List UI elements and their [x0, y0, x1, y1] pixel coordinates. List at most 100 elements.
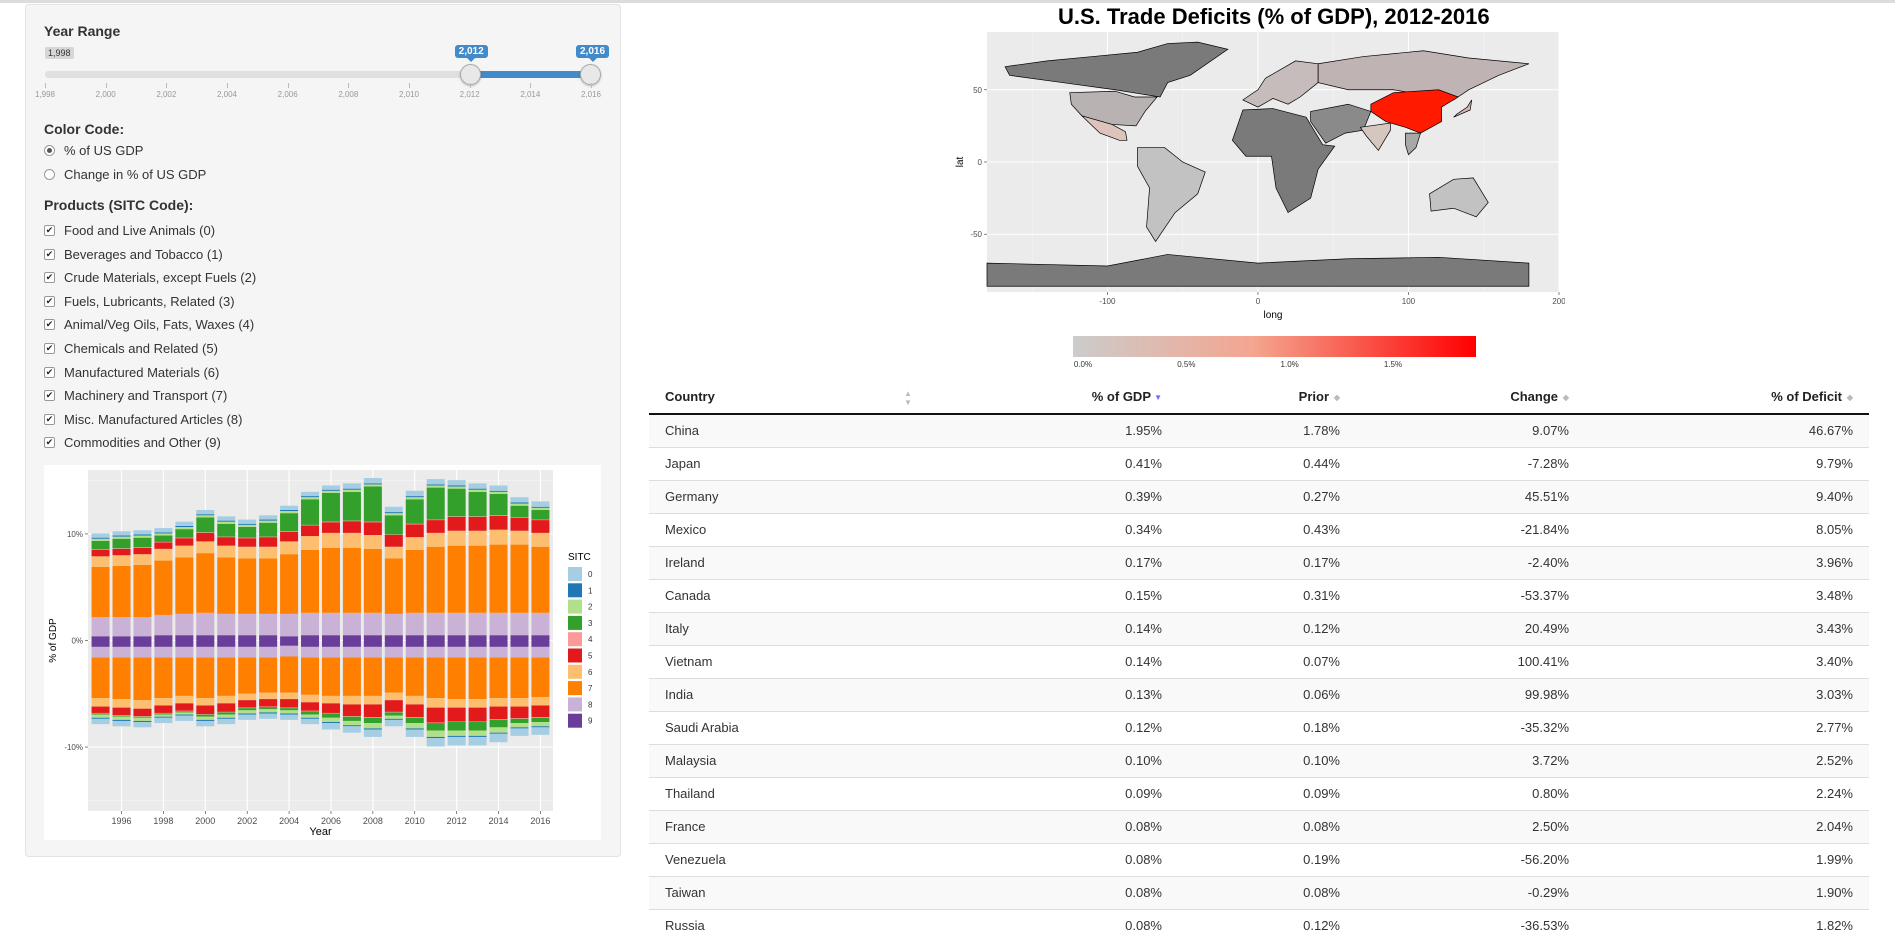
cell-change: 99.98% [1356, 677, 1585, 711]
product-checkbox-item[interactable]: ✔ Crude Materials, except Fuels (2) [44, 270, 256, 285]
bar-segment-sitc-9 [468, 640, 487, 647]
product-checkbox-item[interactable]: ✔ Animal/Veg Oils, Fats, Waxes (4) [44, 317, 254, 332]
cell-prior: 1.78% [1178, 413, 1356, 447]
slider-from-handle[interactable] [459, 64, 481, 85]
bar-segment-sitc-4 [301, 524, 320, 526]
bar-segment-sitc-5 [280, 699, 299, 708]
table-row[interactable]: Taiwan 0.08% 0.08% -0.29% 1.90% [649, 875, 1869, 909]
year-range-label: Year Range [44, 23, 121, 39]
product-checkbox-item[interactable]: ✔ Fuels, Lubricants, Related (3) [44, 294, 235, 309]
bar-segment-sitc-5 [154, 705, 173, 713]
bar-segment-sitc-3 [133, 537, 152, 548]
checkbox[interactable]: ✔ [44, 248, 55, 260]
column-header-country[interactable]: Country ▲ ▼ [649, 380, 918, 415]
cell-change: 3.72% [1356, 743, 1585, 777]
table-header-row: Country ▲ ▼ % of GDP ▼ Prior ◆ Change ◆ % of … [649, 380, 1869, 415]
bar-segment-sitc-4 [384, 711, 403, 713]
checkbox[interactable]: ✔ [44, 225, 55, 236]
x-axis-title: Year [309, 826, 332, 838]
column-header-pct-deficit[interactable]: % of Deficit ◆ [1585, 380, 1869, 415]
table-row[interactable]: Vietnam 0.14% 0.07% 100.41% 3.40% [649, 644, 1869, 678]
bar-segment-sitc-5 [175, 703, 194, 711]
table-row[interactable]: Thailand 0.09% 0.09% 0.80% 2.24% [649, 776, 1869, 810]
cell-prior: 0.10% [1178, 743, 1356, 777]
table-row[interactable]: Mexico 0.34% 0.43% -21.84% 8.05% [649, 512, 1869, 546]
bar-segment-sitc-6 [112, 555, 131, 566]
bar-segment-sitc-7 [468, 657, 487, 700]
legend-label: 9 [588, 717, 593, 726]
slider-tick-label: 2,016 [580, 90, 602, 99]
product-checkbox-item[interactable]: ✔ Misc. Manufactured Articles (8) [44, 412, 242, 427]
bar-segment-sitc-1 [510, 502, 529, 504]
table-row[interactable]: Germany 0.39% 0.27% 45.51% 9.40% [649, 479, 1869, 513]
table-row[interactable]: Canada 0.15% 0.31% -53.37% 3.48% [649, 578, 1869, 612]
product-checkbox-item[interactable]: ✔ Food and Live Animals (0) [44, 223, 215, 238]
slider-to-handle[interactable] [580, 64, 601, 85]
year-range-slider-track[interactable] [45, 71, 591, 78]
bar-segment-sitc-4 [196, 532, 215, 533]
bar-segment-sitc-1 [321, 489, 340, 491]
checkbox[interactable]: ✔ [44, 343, 55, 354]
bar-segment-sitc-4 [91, 712, 110, 714]
product-checkbox-item[interactable]: ✔ Commodities and Other (9) [44, 435, 221, 450]
bar-segment-sitc-3 [301, 499, 320, 525]
table-row[interactable]: India 0.13% 0.06% 99.98% 3.03% [649, 677, 1869, 711]
cell-change: 2.50% [1356, 809, 1585, 843]
product-checkbox-item[interactable]: ✔ Machinery and Transport (7) [44, 388, 227, 403]
legend-title: SITC [568, 552, 591, 563]
bar-segment-sitc-1 [154, 716, 173, 718]
bar-segment-sitc-7 [531, 657, 550, 697]
bar-segment-sitc-8 [196, 612, 215, 636]
legend-label: 7 [588, 684, 593, 693]
bar-segment-sitc-0 [342, 726, 361, 733]
bar-segment-sitc-8 [321, 612, 340, 636]
cell-pct-gdp: 0.14% [918, 644, 1178, 678]
bar-segment-sitc-4 [196, 714, 215, 715]
bar-segment-sitc-0 [342, 483, 361, 489]
cell-country: Venezuela [649, 842, 918, 876]
checkbox[interactable]: ✔ [44, 272, 55, 284]
product-checkbox-item[interactable]: ✔ Beverages and Tobacco (1) [44, 247, 223, 262]
cell-change: -2.40% [1356, 545, 1585, 579]
bar-segment-sitc-1 [342, 725, 361, 727]
bar-segment-sitc-9 [426, 635, 445, 641]
x-tick-label: 2004 [279, 816, 299, 826]
table-row[interactable]: China 1.95% 1.78% 9.07% 46.67% [649, 413, 1869, 447]
radio-button[interactable] [44, 145, 55, 156]
column-header-prior[interactable]: Prior ◆ [1178, 380, 1356, 415]
bar-segment-sitc-2 [489, 491, 508, 494]
checkbox[interactable]: ✔ [44, 437, 55, 449]
color-code-option[interactable]: Change in % of US GDP [44, 167, 206, 182]
table-row[interactable]: Russia 0.08% 0.12% -36.53% 1.82% [649, 908, 1869, 942]
table-row[interactable]: Malaysia 0.10% 0.10% 3.72% 2.52% [649, 743, 1869, 777]
table-row[interactable]: France 0.08% 0.08% 2.50% 2.04% [649, 809, 1869, 843]
table-row[interactable]: Italy 0.14% 0.12% 20.49% 3.43% [649, 611, 1869, 645]
product-checkbox-item[interactable]: ✔ Chemicals and Related (5) [44, 341, 218, 356]
y-tick-label: 50 [973, 86, 982, 95]
radio-button[interactable] [44, 169, 55, 180]
table-row[interactable]: Saudi Arabia 0.12% 0.18% -35.32% 2.77% [649, 710, 1869, 744]
bar-segment-sitc-3 [238, 708, 257, 711]
legend-swatch-sitc-2 [568, 599, 582, 614]
bar-segment-sitc-8 [301, 646, 320, 658]
table-row[interactable]: Venezuela 0.08% 0.19% -56.20% 1.99% [649, 842, 1869, 876]
bar-segment-sitc-8 [154, 614, 173, 636]
column-header-change[interactable]: Change ◆ [1356, 380, 1585, 415]
checkbox[interactable]: ✔ [44, 295, 55, 307]
table-row[interactable]: Ireland 0.17% 0.17% -2.40% 3.96% [649, 545, 1869, 579]
bar-segment-sitc-6 [133, 700, 152, 709]
bar-segment-sitc-8 [384, 646, 403, 658]
bar-segment-sitc-0 [112, 531, 131, 536]
table-row[interactable]: Japan 0.41% 0.44% -7.28% 9.79% [649, 446, 1869, 480]
bar-segment-sitc-2 [447, 730, 466, 736]
product-checkbox-item[interactable]: ✔ Manufactured Materials (6) [44, 365, 219, 380]
checkbox[interactable]: ✔ [44, 319, 55, 331]
checkbox[interactable]: ✔ [44, 366, 55, 378]
bar-segment-sitc-7 [363, 548, 382, 613]
column-header-pct-gdp[interactable]: % of GDP ▼ [918, 380, 1178, 415]
checkbox[interactable]: ✔ [44, 413, 55, 425]
bar-segment-sitc-6 [217, 695, 236, 704]
checkbox[interactable]: ✔ [44, 390, 55, 402]
color-code-option[interactable]: % of US GDP [44, 143, 143, 158]
bar-segment-sitc-5 [384, 535, 403, 547]
